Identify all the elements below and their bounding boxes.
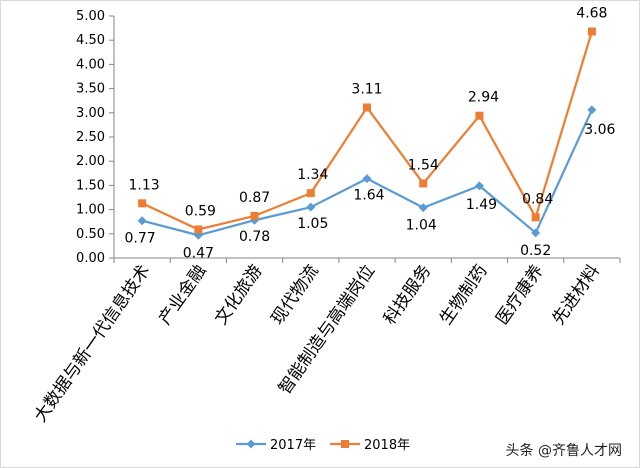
data-point [475, 111, 484, 120]
data-label: 1.49 [466, 197, 497, 213]
legend-marker [341, 440, 349, 448]
x-category-label: 智能制造与高端岗位 [275, 261, 379, 398]
data-label: 3.11 [351, 81, 382, 97]
data-point [587, 105, 597, 115]
legend-label: 2018年 [364, 438, 410, 453]
data-point [531, 228, 541, 238]
data-label: 0.87 [239, 190, 270, 206]
data-label: 1.13 [129, 177, 160, 193]
data-point [587, 27, 596, 36]
y-tick-label: 2.50 [76, 130, 105, 145]
y-tick-label: 5.00 [76, 9, 105, 24]
data-point [250, 211, 259, 220]
data-label: 0.59 [185, 203, 216, 219]
x-category-label: 大数据与新一代信息技术 [31, 261, 155, 426]
watermark: 头条 @齐鲁人才网 [505, 443, 622, 459]
y-tick-label: 3.00 [76, 106, 105, 121]
y-tick-label: 4.00 [76, 57, 105, 72]
y-tick-label: 0.50 [76, 227, 105, 242]
data-point [474, 181, 484, 191]
x-category-label: 产业金融 [155, 261, 210, 328]
x-category-label: 文化旅游 [211, 261, 266, 328]
data-label: 0.77 [125, 231, 156, 247]
data-point [137, 216, 147, 226]
x-category-label: 现代物流 [267, 261, 322, 328]
data-point [419, 179, 428, 188]
x-category-label: 先进材料 [549, 261, 604, 328]
data-label: 1.34 [297, 167, 328, 183]
data-point [418, 203, 428, 213]
data-point [138, 199, 147, 208]
data-label: 4.68 [576, 5, 607, 21]
data-point [362, 174, 372, 184]
y-tick-label: 4.50 [76, 33, 105, 48]
data-label: 1.05 [297, 216, 328, 232]
x-category-label: 生物制药 [436, 261, 491, 328]
legend-label: 2017年 [270, 438, 316, 453]
data-point [363, 103, 371, 112]
x-category-label: 医疗康养 [492, 261, 547, 328]
y-tick-label: 0.00 [76, 251, 105, 266]
y-tick-label: 1.00 [76, 203, 105, 218]
data-label: 0.47 [183, 245, 214, 261]
data-label: 2.94 [468, 90, 499, 106]
data-point [531, 213, 540, 222]
legend-marker [246, 439, 256, 449]
data-label: 0.52 [520, 243, 551, 259]
data-label: 3.06 [584, 122, 615, 138]
data-point [194, 225, 203, 234]
y-tick-label: 1.50 [76, 178, 105, 193]
y-tick-label: 3.50 [76, 82, 105, 97]
data-label: 0.84 [522, 191, 553, 207]
data-label: 1.64 [353, 188, 384, 204]
data-label: 1.54 [408, 157, 439, 173]
data-label: 1.04 [406, 218, 437, 234]
data-point [306, 189, 315, 198]
data-label: 0.78 [239, 229, 270, 245]
y-tick-label: 2.00 [76, 154, 105, 169]
x-category-label: 科技服务 [380, 261, 435, 328]
data-point [306, 202, 316, 212]
